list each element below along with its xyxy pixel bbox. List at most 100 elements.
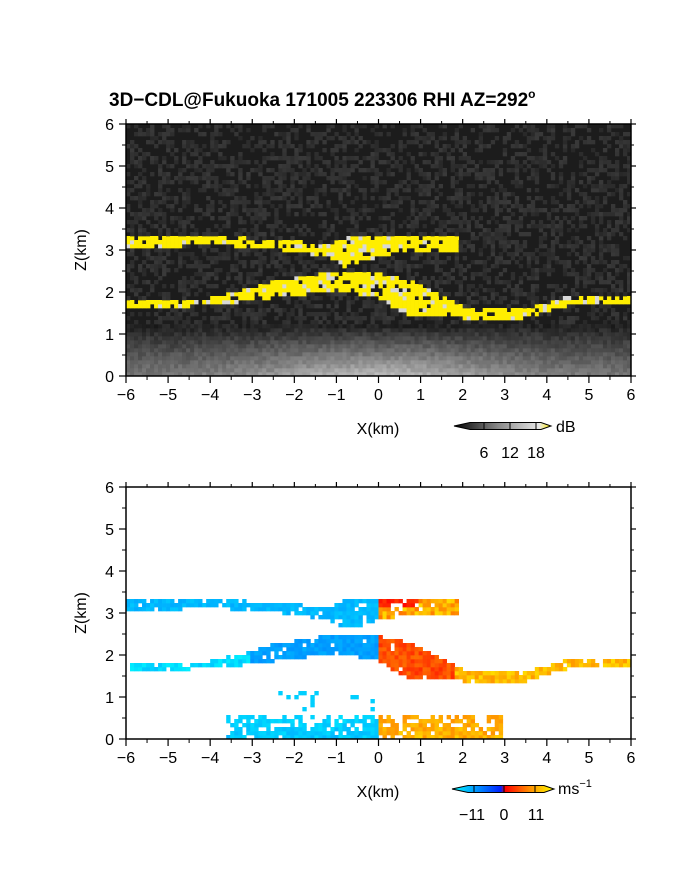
snr-cell (370, 188, 375, 193)
snr-cell (274, 356, 279, 361)
snr-cell (582, 324, 588, 329)
snr-cell (326, 268, 331, 273)
snr-cell (406, 320, 411, 325)
snr-cell (334, 340, 339, 345)
snr-cell (206, 364, 211, 369)
snr-cell (254, 300, 259, 305)
snr-cell (442, 308, 447, 313)
snr-cell (522, 160, 528, 165)
snr-cell (502, 148, 508, 153)
snr-cell (354, 260, 359, 265)
snr-cell (434, 216, 439, 221)
snr-cell (330, 260, 335, 265)
snr-cell (514, 160, 520, 165)
snr-cell (346, 328, 351, 333)
snr-cell (438, 352, 443, 357)
snr-cell (626, 148, 631, 153)
snr-cell (314, 288, 319, 293)
snr-cell (190, 280, 195, 285)
snr-cell (454, 216, 460, 221)
snr-cell (198, 280, 203, 285)
snr-cell (490, 344, 496, 349)
snr-cell (298, 148, 303, 153)
snr-cell (334, 332, 339, 337)
snr-cell (258, 356, 263, 361)
snr-cell (178, 264, 183, 269)
snr-cell (290, 268, 295, 273)
snr-cell (150, 364, 155, 369)
snr-cell (174, 372, 179, 376)
snr-cell (454, 264, 460, 269)
snr-cell (402, 368, 407, 373)
snr-cell (438, 268, 443, 273)
snr-cell (490, 168, 496, 173)
snr-cell (430, 152, 435, 157)
snr-cell (186, 240, 191, 245)
snr-cell (226, 328, 231, 333)
snr-cell (158, 344, 163, 349)
snr-cell (378, 344, 383, 349)
snr-cell (166, 228, 171, 233)
snr-cell (510, 160, 516, 165)
snr-cell (182, 176, 187, 181)
snr-cell (478, 148, 484, 153)
snr-cell (446, 144, 451, 149)
snr-cell (546, 332, 552, 337)
snr-cell (382, 240, 387, 245)
snr-cell (502, 244, 508, 249)
snr-cell (214, 328, 219, 333)
snr-cell (130, 244, 135, 249)
snr-cell (394, 356, 399, 361)
snr-cell (434, 244, 439, 249)
snr-cell (446, 344, 451, 349)
snr-cell (222, 204, 227, 209)
snr-cell (382, 368, 387, 373)
snr-cell (298, 284, 303, 289)
snr-cell (258, 348, 263, 353)
snr-cell (594, 188, 600, 193)
snr-cell (222, 256, 227, 261)
snr-cell (266, 192, 271, 197)
snr-cell (130, 332, 135, 337)
snr-cell (550, 352, 556, 357)
snr-cell (586, 196, 592, 201)
snr-cell (502, 280, 508, 285)
snr-cell (158, 276, 163, 281)
snr-cell (490, 352, 496, 357)
snr-cell (130, 152, 135, 157)
snr-cell (606, 344, 612, 349)
snr-cell (394, 292, 399, 297)
velocity-cell (174, 603, 179, 608)
snr-cell (398, 372, 403, 376)
snr-cell (162, 264, 167, 269)
snr-cell (462, 332, 468, 337)
snr-cell (466, 240, 472, 245)
snr-cell (298, 324, 303, 329)
snr-cell (142, 280, 147, 285)
snr-cell (158, 336, 163, 341)
snr-cell (538, 148, 544, 153)
snr-cell (126, 324, 131, 329)
snr-cell (398, 244, 403, 249)
snr-cell (526, 328, 532, 333)
snr-cell (310, 304, 315, 309)
snr-cell (146, 364, 151, 369)
snr-cell (154, 200, 159, 205)
snr-cell (450, 228, 455, 233)
snr-cell (178, 236, 183, 241)
snr-cell (398, 224, 403, 229)
snr-cell (370, 304, 375, 309)
snr-cell (430, 328, 435, 333)
snr-cell (210, 204, 215, 209)
snr-cell (494, 340, 500, 345)
snr-cell (354, 240, 359, 245)
y-tick-label: 4 (105, 201, 114, 218)
velocity-cell (138, 607, 143, 612)
snr-cell (150, 132, 155, 137)
snr-cell (418, 364, 423, 369)
snr-cell (254, 320, 259, 325)
snr-cell (434, 188, 439, 193)
snr-cell (230, 204, 235, 209)
snr-cell (486, 372, 492, 376)
snr-cell (546, 356, 552, 361)
